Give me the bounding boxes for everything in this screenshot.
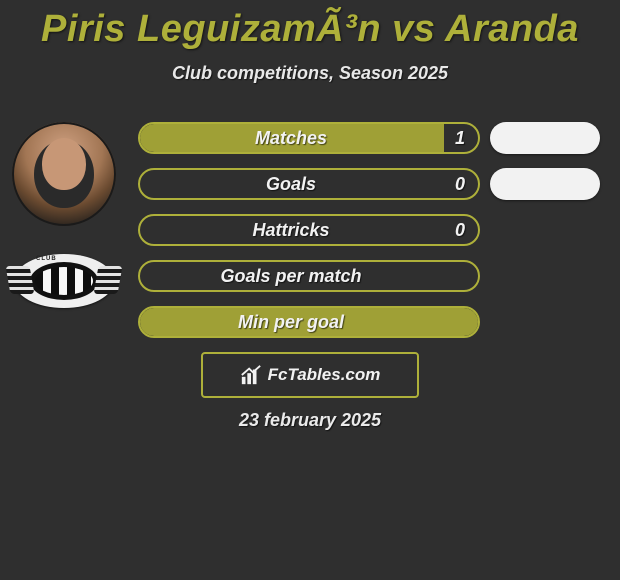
stat-row: Min per goal — [138, 306, 480, 338]
club-badge: CLUB — [14, 254, 114, 308]
stat-value: 1 — [442, 128, 478, 149]
player-column: CLUB — [8, 122, 120, 308]
stat-row: Hattricks 0 — [138, 214, 480, 246]
comparison-pill — [490, 168, 600, 200]
stat-value: 0 — [442, 174, 478, 195]
stat-row: Goals per match — [138, 260, 480, 292]
stat-label: Hattricks — [140, 220, 442, 241]
source-logo: FcTables.com — [201, 352, 419, 398]
stats-bars: Matches 1 Goals 0 Hattricks 0 Goals per … — [138, 122, 480, 338]
source-logo-text: FcTables.com — [268, 365, 381, 385]
stat-row: Goals 0 — [138, 168, 480, 200]
footer-date: 23 february 2025 — [0, 410, 620, 431]
comparison-pills — [490, 122, 600, 338]
page-title: Piris LeguizamÃ³n vs Aranda — [0, 0, 620, 51]
comparison-pill — [490, 122, 600, 154]
stat-label: Matches — [140, 128, 442, 149]
stat-label: Goals per match — [140, 266, 442, 287]
stat-label: Min per goal — [140, 312, 442, 333]
stat-value: 0 — [442, 220, 478, 241]
bar-chart-icon — [240, 364, 262, 386]
stat-row: Matches 1 — [138, 122, 480, 154]
player-avatar — [12, 122, 116, 226]
page-subtitle: Club competitions, Season 2025 — [0, 63, 620, 84]
stat-label: Goals — [140, 174, 442, 195]
